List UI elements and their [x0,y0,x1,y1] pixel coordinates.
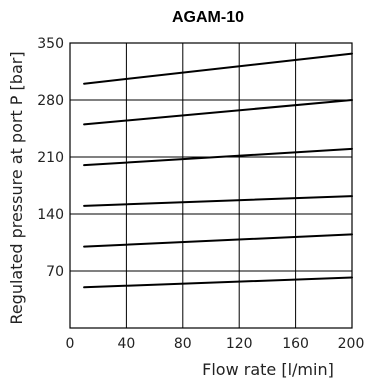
y-tick-labels: 70 140 210 280 350 [37,36,64,280]
y-tick-label: 350 [37,36,64,52]
series-line-3 [83,195,353,207]
x-tick-label: 160 [282,336,309,352]
x-axis-label: Flow rate [l/min] [202,360,334,379]
x-tick-label: 80 [174,336,192,352]
x-tick-labels: 0 40 80 120 160 200 [66,336,365,352]
y-tick-label: 210 [37,150,64,166]
series-line-1 [83,276,353,289]
y-tick-label: 70 [46,264,64,280]
grid-lines [70,42,352,328]
x-tick-label: 120 [226,336,253,352]
plot-frame [69,42,353,329]
series-line-6 [83,52,353,85]
y-tick-label: 140 [37,207,64,223]
y-tick-label: 280 [37,93,64,109]
y-axis-label: Regulated pressure at port P [bar] [7,51,26,324]
x-tick-label: 40 [117,336,135,352]
x-tick-label: 200 [338,336,365,352]
series-line-5 [83,99,353,126]
series-line-4 [83,147,353,167]
series-line-2 [83,233,353,248]
chart-title: AGAM-10 [172,9,244,26]
x-tick-label: 0 [66,336,75,352]
series-lines [83,52,353,289]
